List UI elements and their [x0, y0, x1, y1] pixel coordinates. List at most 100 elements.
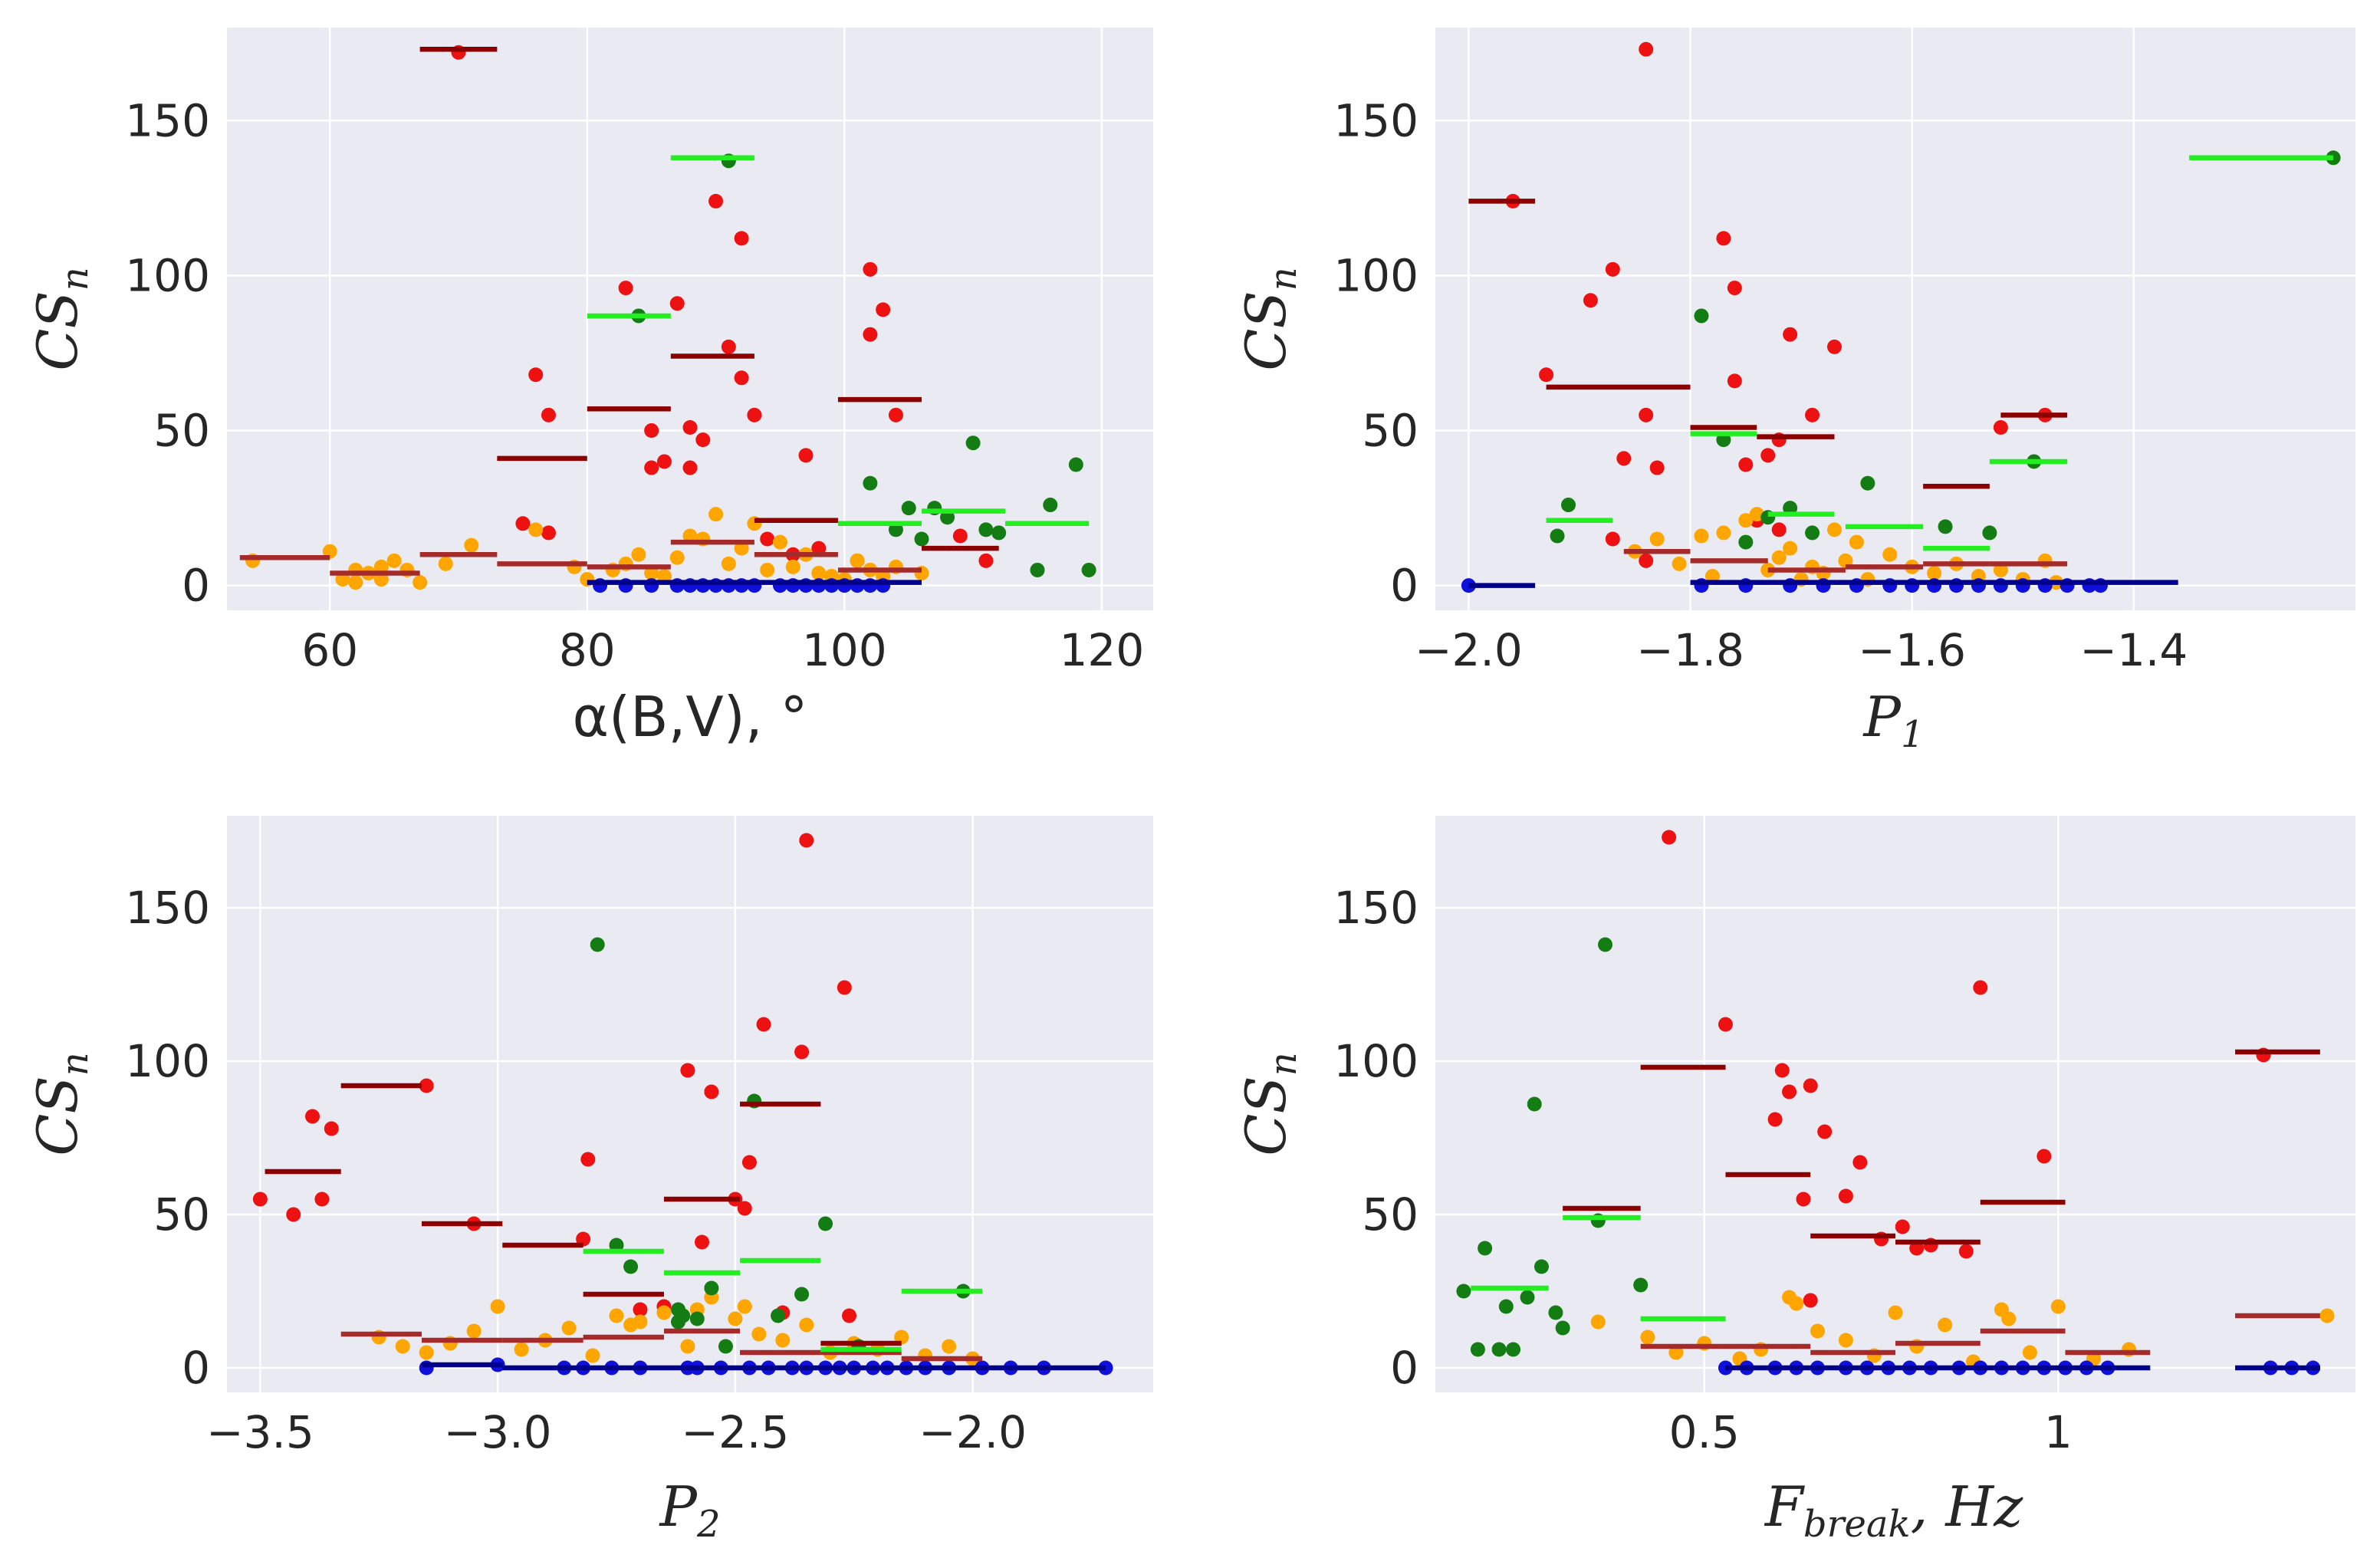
- panel-2-ylabel-sub: n: [1262, 267, 1305, 291]
- panel-4-point-orange-15: [2022, 1345, 2037, 1360]
- panel-3-point-red-18: [837, 980, 852, 995]
- panel-3-point-orange-12: [656, 1305, 672, 1320]
- panel-1-point-green-3: [888, 522, 903, 537]
- panel-4-point-green-2: [1478, 1241, 1493, 1256]
- panel-4-point-orange-21: [2001, 1311, 2017, 1326]
- panel-3-ytick-label-3: 150: [125, 882, 210, 934]
- panel-1-point-red-25: [952, 528, 968, 544]
- panel-1-point-orange-39: [373, 559, 389, 574]
- panel-2-xtick-label-2: −1.6: [1858, 624, 1966, 676]
- panel-2-point-red-17: [1826, 339, 1842, 354]
- panel-3-point-green-9: [794, 1287, 810, 1302]
- panel-2-point-orange-6: [1738, 513, 1754, 528]
- panel-4-point-green-1: [1470, 1342, 1485, 1357]
- panel-2-point-green-5: [1783, 501, 1798, 516]
- panel-4-background: [1435, 816, 2355, 1392]
- panel-3-point-red-19: [842, 1308, 857, 1323]
- panel-2-point-green-6: [1805, 525, 1820, 541]
- panel-4-point-red-0: [1662, 830, 1677, 845]
- panel-4-point-orange-8: [1838, 1333, 1853, 1348]
- panel-1-point-orange-19: [669, 550, 685, 565]
- panel-4-ylabel-main: CS: [1234, 1076, 1298, 1155]
- panel-1-point-green-2: [863, 475, 878, 491]
- panel-1-point-red-26: [978, 553, 994, 568]
- panel-1-point-red-6: [644, 423, 659, 439]
- panel-1-xtick-label-1: 80: [559, 624, 616, 676]
- panel-3-point-red-11: [704, 1084, 719, 1099]
- panel-4-point-red-16: [2036, 1149, 2052, 1164]
- panel-4-ytick-label-3: 150: [1333, 882, 1418, 934]
- panel-1-point-orange-24: [734, 541, 749, 556]
- panel-2-point-red-10: [1727, 281, 1742, 296]
- panel-3-point-orange-17: [775, 1333, 791, 1348]
- panel-2-point-red-13: [1760, 448, 1776, 463]
- panel-4-xlabel-tail: , Hz: [1911, 1474, 2024, 1539]
- panel-1-point-orange-5: [373, 572, 389, 587]
- panel-3-point-orange-8: [561, 1320, 577, 1336]
- panel-4-point-red-18: [1803, 1293, 1818, 1308]
- panel-2-point-red-3: [1605, 261, 1620, 277]
- panel-2-point-orange-3: [1694, 528, 1709, 544]
- panel-3-point-green-5: [704, 1280, 719, 1296]
- panel-3-point-green-2: [623, 1259, 639, 1274]
- panel-3-point-red-8: [580, 1152, 596, 1167]
- panel-1-point-red-1: [515, 516, 531, 531]
- panel-1-point-orange-6: [386, 553, 402, 568]
- panel-1-point-red-8: [656, 454, 672, 469]
- panel-2-ytick-label-3: 150: [1333, 94, 1418, 146]
- panel-2-point-orange-5: [1716, 525, 1731, 541]
- panel-1: 60 80 100 120 0 50 100 150 α(B,V), ° CSn: [25, 28, 1153, 749]
- panel-1-point-orange-18: [656, 569, 672, 584]
- panel-3-point-orange-15: [728, 1311, 743, 1326]
- panel-1-xtick-label-2: 100: [802, 624, 887, 676]
- panel-1-point-orange-27: [772, 534, 787, 550]
- panel-4-point-red-6: [1803, 1078, 1818, 1093]
- panel-1-point-orange-11: [528, 522, 544, 537]
- panel-4-xlabel-sub: break: [1803, 1503, 1911, 1546]
- panel-2-point-green-9: [1982, 525, 1997, 541]
- panel-1-point-orange-1: [322, 544, 337, 559]
- panel-1-point-red-21: [863, 327, 878, 342]
- panel-1-point-orange-33: [850, 553, 865, 568]
- panel-4-data: [1456, 830, 2335, 1376]
- panel-1-point-green-7: [965, 436, 981, 451]
- panel-1-point-orange-26: [760, 562, 775, 577]
- panel-3-xlabel: P2: [659, 1474, 721, 1546]
- panel-3-point-green-14: [676, 1308, 691, 1323]
- panel-1-point-red-4: [541, 407, 556, 422]
- panel-1-point-red-27: [760, 531, 775, 547]
- panel-3-point-green-0: [590, 937, 605, 952]
- panel-2-ylabel: CSn: [1234, 267, 1305, 370]
- panel-3-point-green-8: [771, 1308, 786, 1323]
- panel-4-point-green-4: [1498, 1299, 1514, 1314]
- panel-2-point-orange-9: [1771, 550, 1787, 565]
- panel-2-xtick-label-0: −2.0: [1415, 624, 1523, 676]
- panel-1-point-red-10: [682, 460, 698, 475]
- panel-4-point-red-11: [1895, 1219, 1910, 1234]
- panel-3-point-red-10: [694, 1234, 709, 1250]
- panel-2: −2.0 −1.8 −1.6 −1.4 0 50 100 150 P1 CSn: [1234, 28, 2355, 756]
- panel-1-point-orange-10: [464, 537, 479, 553]
- panel-1-ylabel-sub: n: [54, 267, 97, 291]
- panel-1-point-orange-22: [708, 507, 724, 522]
- panel-2-point-red-4: [1616, 451, 1632, 466]
- panel-1-point-red-24: [888, 407, 903, 422]
- panel-1-point-orange-3: [348, 575, 363, 590]
- panel-1-xtick-label-0: 60: [301, 624, 358, 676]
- panel-2-point-orange-18: [1882, 547, 1898, 562]
- panel-4-point-red-7: [1817, 1124, 1833, 1139]
- panel-2-plot: −2.0 −1.8 −1.6 −1.4 0 50 100 150: [1333, 28, 2355, 676]
- panel-3-point-orange-26: [623, 1317, 639, 1333]
- panel-1-point-orange-8: [413, 575, 428, 590]
- panel-1-point-red-13: [708, 193, 724, 209]
- panel-3-point-red-17: [799, 833, 814, 848]
- panel-1-point-green-13: [1081, 562, 1096, 577]
- panel-1-data: [239, 44, 1096, 593]
- panel-2-point-orange-1: [1649, 531, 1665, 547]
- panel-2-point-orange-10: [1783, 541, 1798, 556]
- panel-1-point-red-2: [528, 367, 544, 383]
- panel-1-xlabel: α(B,V), °: [573, 685, 808, 749]
- panel-3-background: [227, 816, 1153, 1392]
- panel-1-point-green-11: [1043, 498, 1058, 513]
